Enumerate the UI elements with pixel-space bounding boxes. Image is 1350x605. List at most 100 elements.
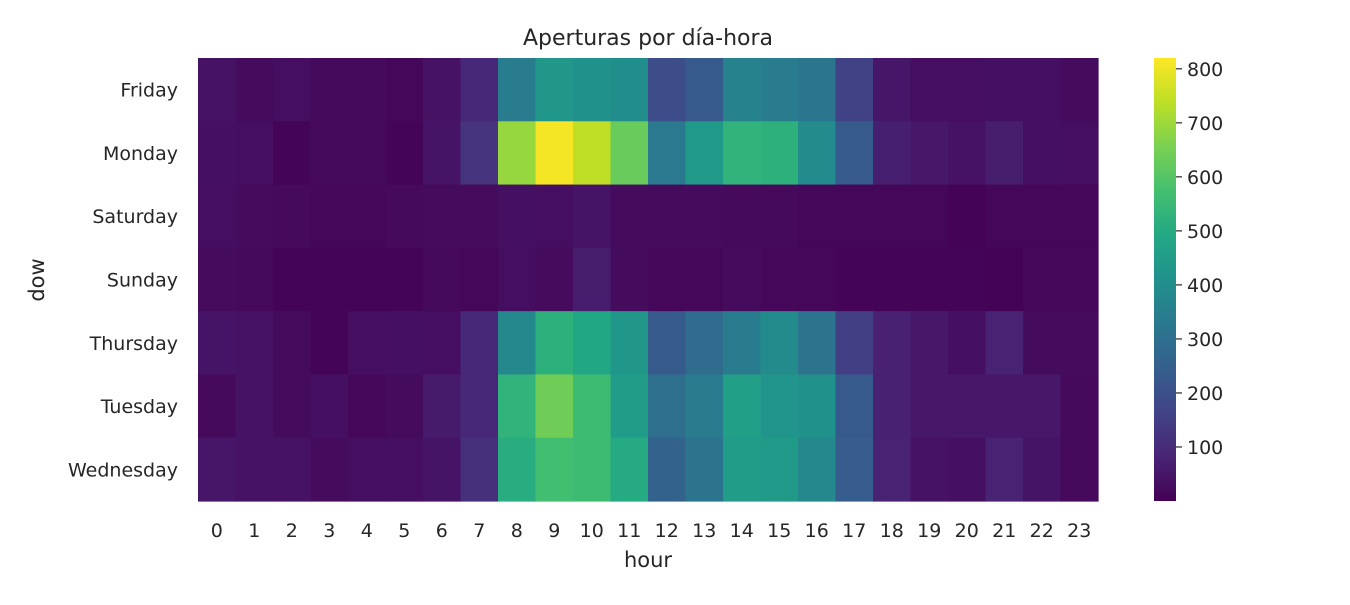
heatmap-cell [910, 184, 949, 249]
heatmap-cell [835, 58, 874, 122]
heatmap-cell [235, 184, 274, 249]
x-tick-label: 0 [211, 520, 223, 542]
heatmap-cell [385, 437, 424, 502]
heatmap-cell [273, 374, 312, 439]
y-tick-label: Saturday [92, 206, 178, 228]
heatmap-cell [723, 374, 762, 439]
heatmap-cell [1060, 58, 1099, 122]
heatmap-cell [610, 247, 649, 312]
heatmap-cell [835, 437, 874, 502]
heatmap-cell [385, 374, 424, 439]
colorbar-tick-label: 600 [1187, 167, 1223, 189]
heatmap-cell [948, 58, 987, 122]
heatmap-cell [798, 437, 837, 502]
heatmap-cell [760, 311, 799, 376]
heatmap-cell [498, 311, 537, 376]
heatmap-cell [985, 58, 1024, 122]
y-tick-label: Sunday [107, 270, 178, 292]
heatmap-cell [310, 58, 349, 122]
heatmap-cell [948, 311, 987, 376]
heatmap-cell [310, 374, 349, 439]
heatmap-cell [235, 58, 274, 122]
heatmap-cell [723, 247, 762, 312]
heatmap-cell [498, 247, 537, 312]
heatmap-cell [498, 121, 537, 186]
heatmap-cell [498, 184, 537, 249]
heatmap-cell [685, 311, 724, 376]
heatmap-cell [985, 184, 1024, 249]
heatmap-cell [460, 58, 499, 122]
heatmap-cell [648, 121, 687, 186]
heatmap-cell [910, 58, 949, 122]
x-tick-label: 17 [842, 520, 866, 542]
heatmap-cell [610, 374, 649, 439]
chart-title: Aperturas por día-hora [523, 26, 773, 51]
heatmap-cell [873, 184, 912, 249]
heatmap-cell [985, 437, 1024, 502]
heatmap-cell [310, 437, 349, 502]
heatmap-cell [273, 58, 312, 122]
heatmap-cell [235, 437, 274, 502]
heatmap-cell [948, 121, 987, 186]
heatmap-cell [648, 374, 687, 439]
heatmap-cell [1023, 437, 1062, 502]
x-tick-label: 21 [992, 520, 1016, 542]
heatmap-cell [798, 121, 837, 186]
heatmap-cell [760, 121, 799, 186]
heatmap-cell [760, 184, 799, 249]
heatmap-cell [573, 58, 612, 122]
heatmap-cell [498, 58, 537, 122]
heatmap-cell [535, 437, 574, 502]
heatmap-cell [1060, 437, 1099, 502]
x-tick-label: 9 [548, 520, 560, 542]
heatmap-cell [310, 311, 349, 376]
heatmap-cell [273, 311, 312, 376]
heatmap-cell [835, 121, 874, 186]
x-tick-label: 19 [917, 520, 941, 542]
y-tick-label: Wednesday [68, 459, 178, 481]
heatmap-cell [985, 247, 1024, 312]
x-tick-label: 22 [1030, 520, 1054, 542]
heatmap-cell [198, 58, 237, 122]
heatmap-cell [648, 437, 687, 502]
heatmap-cell [235, 311, 274, 376]
x-tick-label: 20 [955, 520, 979, 542]
heatmap-cell [610, 121, 649, 186]
heatmap-cell [573, 247, 612, 312]
heatmap-cell [1023, 58, 1062, 122]
heatmap-cell [460, 247, 499, 312]
heatmap-cell [723, 121, 762, 186]
heatmap-cell [460, 437, 499, 502]
heatmap-cell [1060, 247, 1099, 312]
heatmap-cell [460, 311, 499, 376]
y-tick-label: Friday [120, 80, 178, 102]
heatmap-cell [348, 374, 387, 439]
heatmap-cell [423, 311, 462, 376]
heatmap-cell [910, 311, 949, 376]
heatmap-cell [873, 374, 912, 439]
y-axis-label: dow [25, 258, 49, 301]
heatmap-cell [460, 374, 499, 439]
y-tick-label: Tuesday [100, 396, 178, 418]
heatmap-cell [723, 437, 762, 502]
x-tick-label: 7 [473, 520, 485, 542]
heatmap-cell [423, 121, 462, 186]
y-tick-label: Monday [103, 143, 178, 165]
heatmap-cell [273, 247, 312, 312]
heatmap-cell [573, 437, 612, 502]
heatmap-cell [685, 437, 724, 502]
heatmap-cell [198, 437, 237, 502]
heatmap-cell [610, 311, 649, 376]
x-tick-label: 12 [655, 520, 679, 542]
x-tick-label: 23 [1067, 520, 1091, 542]
heatmap-cell [685, 184, 724, 249]
heatmap-cell [1060, 311, 1099, 376]
heatmap-cell [235, 121, 274, 186]
colorbar-tick-label: 400 [1187, 275, 1223, 297]
heatmap-cell [985, 374, 1024, 439]
heatmap-cell [685, 121, 724, 186]
heatmap-cell [573, 121, 612, 186]
heatmap-cell [610, 58, 649, 122]
heatmap-cell [798, 184, 837, 249]
